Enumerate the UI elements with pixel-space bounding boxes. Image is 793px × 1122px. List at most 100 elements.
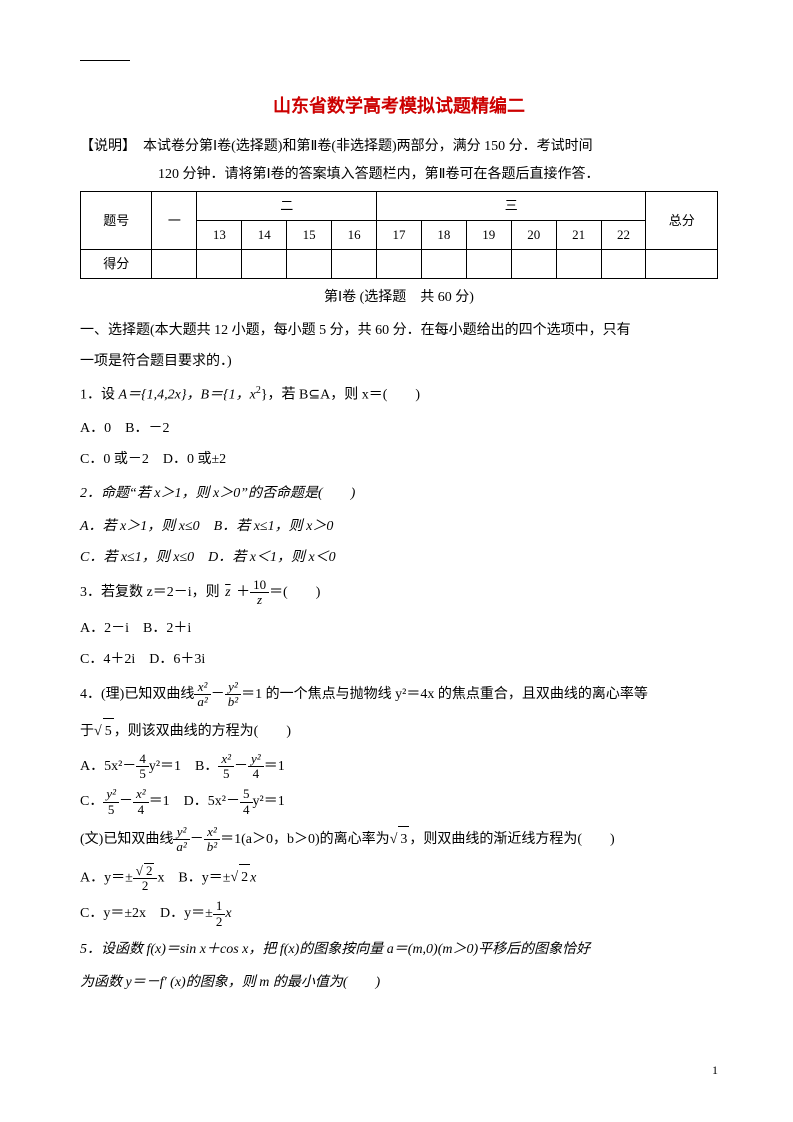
- q4-optC-pre: C．: [80, 794, 103, 809]
- q4wen-f1n: y²: [173, 825, 189, 840]
- q3-plus: ＋: [233, 585, 251, 600]
- q4-optB-minus: －: [234, 759, 248, 774]
- q4-optB-f1n: x²: [218, 752, 234, 767]
- q4-optB-f1: x²5: [218, 752, 234, 782]
- q4wenB-sqrt: 2: [239, 864, 250, 890]
- question-5-l1: 5．设函数 f(x)＝sin x＋cos x，把 f(x)的图象按向量 a＝(m…: [80, 937, 718, 962]
- q4li-f1d: a²: [194, 695, 210, 709]
- q4-optA-fn: 4: [136, 752, 149, 767]
- q4-optD-post: y²＝1: [253, 794, 285, 809]
- q4wenB-post: x: [250, 870, 256, 885]
- score-cell: [646, 249, 718, 278]
- q4wen-optCD: C．y＝±2x D．y＝±12x: [80, 899, 718, 929]
- page: 山东省数学高考模拟试题精编二 【说明】 本试卷分第Ⅰ卷(选择题)和第Ⅱ卷(非选择…: [0, 0, 793, 1043]
- q4li-optAB: A．5x²－45y²＝1 B．x²5－y²4＝1: [80, 752, 718, 782]
- score-cell: [466, 249, 511, 278]
- score-cell: [556, 249, 601, 278]
- q4wenA-frac: 22: [133, 863, 158, 894]
- q4wenD-fd: 2: [213, 915, 226, 929]
- score-cell: [511, 249, 556, 278]
- q3-pre: 3．若复数 z＝2－i，则: [80, 585, 223, 600]
- score-cell: [242, 249, 287, 278]
- score-cell: [332, 249, 377, 278]
- question-4-li-line2: 于5，则该双曲线的方程为( ): [80, 718, 718, 744]
- q4li-f2d: b²: [225, 695, 241, 709]
- q4-optD-frac: 54: [240, 787, 253, 817]
- q4-optB-f2d: 4: [248, 767, 264, 781]
- q4wen-f2n: x²: [204, 825, 220, 840]
- score-cell: [601, 249, 646, 278]
- q4wenA-pre: A．y＝±: [80, 870, 133, 885]
- q4wenD-post: x: [225, 906, 231, 921]
- q3-frac: 10z: [250, 578, 269, 608]
- score-cell: [197, 249, 242, 278]
- q4-optC-f2: x²4: [133, 787, 149, 817]
- sub-header-cell: 14: [242, 220, 287, 249]
- q3-num: 10: [250, 578, 269, 593]
- q4wenA-fd: 2: [133, 879, 158, 893]
- question-1: 1．设 A＝{1,4,2x}，B＝{1，x2}，若 B⊆A，则 x＝( ): [80, 382, 718, 408]
- q3-optCD: C．4＋2i D．6＋3i: [80, 647, 718, 672]
- q4wenA-sqrt: 2: [144, 863, 155, 878]
- q4wen-pre: (文)已知双曲线: [80, 832, 173, 847]
- q4-optB-f2n: y²: [248, 752, 264, 767]
- header-cell: 一: [152, 191, 197, 249]
- q4-optB-f2: y²4: [248, 752, 264, 782]
- q1-pre: 1．设: [80, 388, 119, 403]
- sub-header-cell: 20: [511, 220, 556, 249]
- q1-optAB: A．0 B．－2: [80, 416, 718, 441]
- header-cell: 总分: [646, 191, 718, 249]
- header-cell: 三: [377, 191, 646, 220]
- score-label-cell: 得分: [81, 249, 152, 278]
- q4wen-sqrt: 3: [398, 826, 409, 852]
- q1-mid1: A＝{1,4,2x}，B＝{1，x: [119, 388, 256, 403]
- q4li-pre: 4．(理)已知双曲线: [80, 687, 194, 702]
- question-2: 2．命题“若 x＞1，则 x＞0”的否命题是( ): [80, 481, 718, 506]
- question-4-wen: (文)已知双曲线y²a²－x²b²＝1(a＞0，b＞0)的离心率为3，则双曲线的…: [80, 825, 718, 855]
- score-cell: [152, 249, 197, 278]
- radical-icon: [390, 832, 398, 847]
- sub-header-cell: 22: [601, 220, 646, 249]
- q1-optCD: C．0 或－2 D．0 或±2: [80, 447, 718, 472]
- sub-header-cell: 15: [287, 220, 332, 249]
- q4wen-f1: y²a²: [173, 825, 189, 855]
- q4wenA-fn: 2: [133, 863, 158, 879]
- q2-optCD: C．若 x≤1，则 x≤0 D．若 x＜1，则 x＜0: [80, 545, 718, 570]
- q4wenD-fn: 1: [213, 899, 226, 914]
- q4li-f1n: x²: [194, 680, 210, 695]
- section-intro-l2: 一项是符合题目要求的．): [80, 349, 718, 374]
- table-row: 得分: [81, 249, 718, 278]
- score-cell: [287, 249, 332, 278]
- sub-header-cell: 17: [377, 220, 422, 249]
- q4wen-f2: x²b²: [204, 825, 220, 855]
- q4li-eq: ＝1 的一个焦点与抛物线 y²＝4x 的焦点重合，且双曲线的离心率等: [241, 687, 648, 702]
- q1-mid2: }，若 B⊆A，则 x＝( ): [261, 388, 420, 403]
- q4-optC-f1n: y²: [103, 787, 119, 802]
- top-rule: [80, 60, 130, 61]
- q3-optAB: A．2－i B．2＋i: [80, 616, 718, 641]
- q4-optA-frac: 45: [136, 752, 149, 782]
- q4li-f2n: y²: [225, 680, 241, 695]
- q4-optC-post: ＝1 D．5x²－: [149, 794, 240, 809]
- q4-optC-f2d: 4: [133, 803, 149, 817]
- score-cell: [421, 249, 466, 278]
- q3-post: ＝( ): [269, 585, 320, 600]
- q4-optC-minus: －: [119, 794, 133, 809]
- q4-optB-f1d: 5: [218, 767, 234, 781]
- table-row: 题号 一 二 三 总分: [81, 191, 718, 220]
- radical-icon: [230, 870, 238, 885]
- q4-optB-post: ＝1: [264, 759, 285, 774]
- q4li-f1: x²a²: [194, 680, 210, 710]
- section-intro-l1: 一、选择题(本大题共 12 小题，每小题 5 分，共 60 分．在每小题给出的四…: [80, 318, 718, 343]
- q4wenC: C．y＝±2x D．y＝±: [80, 906, 213, 921]
- q4li-f2: y²b²: [225, 680, 241, 710]
- question-4-li: 4．(理)已知双曲线x²a²－y²b²＝1 的一个焦点与抛物线 y²＝4x 的焦…: [80, 680, 718, 710]
- q4li-l2pre: 于: [80, 724, 94, 739]
- radical-icon: [136, 863, 143, 878]
- q2-optAB: A．若 x＞1，则 x≤0 B．若 x≤1，则 x＞0: [80, 514, 718, 539]
- radical-icon: [94, 724, 102, 739]
- sub-header-cell: 16: [332, 220, 377, 249]
- sub-header-cell: 21: [556, 220, 601, 249]
- q4-optC-f1: y²5: [103, 787, 119, 817]
- q4-optD-fn: 5: [240, 787, 253, 802]
